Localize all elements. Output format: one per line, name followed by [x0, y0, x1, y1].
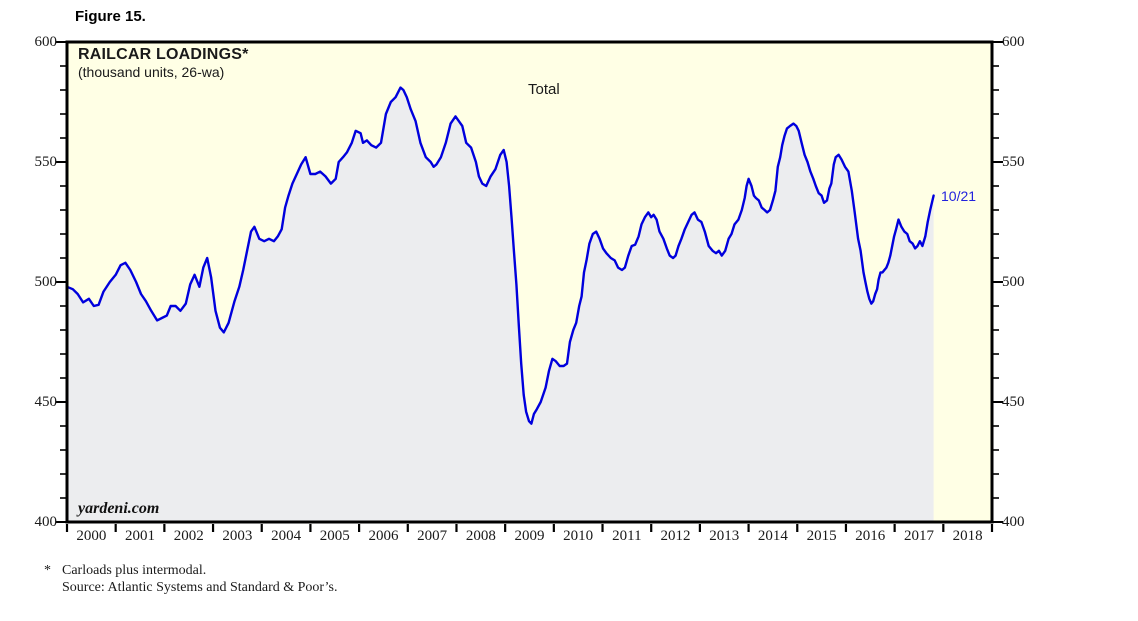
- footnote: * Carloads plus intermodal. Source: Atlan…: [44, 562, 337, 596]
- x-axis-label-2003: 2003: [222, 528, 253, 544]
- x-axis-label-2002: 2002: [173, 528, 204, 544]
- watermark-yardeni: yardeni.com: [78, 500, 160, 517]
- x-axis-label-2011: 2011: [612, 528, 642, 544]
- x-axis-label-2015: 2015: [806, 528, 837, 544]
- y-axis-label-left-400: 400: [34, 514, 58, 530]
- footnote-asterisk: *: [44, 563, 51, 578]
- line-total: [65, 86, 935, 425]
- y-axis-label-left-500: 500: [34, 274, 58, 290]
- x-axis-label-2009: 2009: [514, 528, 545, 544]
- x-axis-label-2010: 2010: [563, 528, 594, 544]
- y-axis-label-left-450: 450: [34, 394, 58, 410]
- x-axis-label-2017: 2017: [903, 528, 934, 544]
- footnote-line1: Carloads plus intermodal.: [62, 563, 207, 578]
- x-axis-label-2004: 2004: [271, 528, 302, 544]
- y-axis-label-left-600: 600: [34, 34, 58, 50]
- y-axis-label-right-550: 550: [1002, 154, 1025, 170]
- y-axis-label-right-600: 600: [1002, 34, 1025, 50]
- x-axis-label-2000: 2000: [76, 528, 107, 544]
- x-axis-label-2008: 2008: [465, 528, 496, 544]
- footnote-line2: Source: Atlantic Systems and Standard & …: [62, 580, 338, 595]
- x-axis-label-2005: 2005: [319, 528, 350, 544]
- y-axis-label-right-500: 500: [1002, 274, 1025, 290]
- x-axis-label-2007: 2007: [417, 528, 448, 544]
- chart-title: RAILCAR LOADINGS*: [78, 46, 249, 63]
- x-axis-label-2001: 2001: [125, 528, 156, 544]
- x-axis-label-2013: 2013: [709, 528, 740, 544]
- y-axis-label-right-450: 450: [1002, 394, 1025, 410]
- y-axis-label-right-400: 400: [1002, 514, 1025, 530]
- endpoint-date-label: 10/21: [941, 188, 977, 204]
- chart-subtitle: (thousand units, 26-wa): [78, 64, 225, 80]
- plot-border: [65, 40, 994, 524]
- x-axis-label-2012: 2012: [660, 528, 691, 544]
- y-axis-label-left-550: 550: [34, 154, 58, 170]
- series-label-total: Total: [528, 81, 560, 98]
- x-axis-label-2014: 2014: [757, 528, 788, 544]
- x-axis-label-2016: 2016: [855, 528, 886, 544]
- x-axis-label-2006: 2006: [368, 528, 399, 544]
- area-fill-total: [67, 87, 934, 522]
- x-axis-label-2018: 2018: [952, 528, 983, 544]
- figure-label: Figure 15.: [75, 8, 146, 25]
